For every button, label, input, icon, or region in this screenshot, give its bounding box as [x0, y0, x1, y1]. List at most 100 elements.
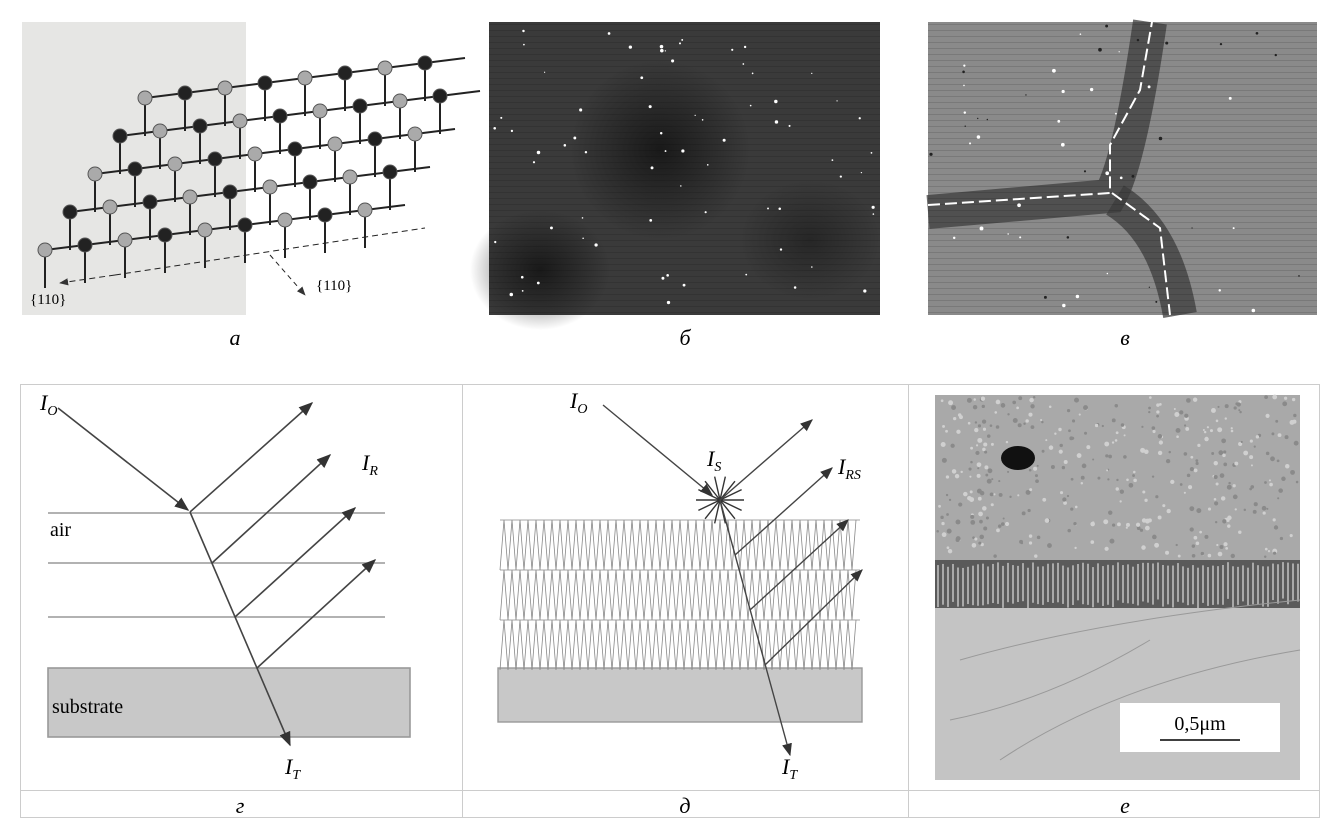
speck [550, 226, 553, 229]
column [942, 564, 944, 605]
column [1147, 563, 1149, 603]
grain [1115, 439, 1118, 442]
column [1012, 565, 1014, 604]
atom [318, 208, 332, 222]
grain [1022, 511, 1026, 515]
speck [965, 125, 966, 126]
grain [1268, 550, 1270, 552]
speck [1105, 171, 1109, 175]
grain [1071, 478, 1074, 481]
grain [1105, 547, 1109, 551]
grain [1102, 425, 1104, 427]
panel-caption: б [679, 325, 691, 350]
speck [963, 85, 965, 87]
grain [1201, 552, 1204, 555]
grain [1285, 435, 1289, 439]
speck [871, 152, 873, 154]
speck [929, 153, 932, 156]
grain [1256, 435, 1259, 438]
grain [1190, 527, 1194, 531]
grain [1219, 545, 1223, 549]
speck [523, 44, 525, 46]
speck [510, 293, 514, 297]
grain [1005, 522, 1009, 526]
speck [681, 39, 683, 41]
grain [978, 424, 981, 427]
column [1217, 566, 1219, 604]
grain [1174, 412, 1179, 417]
column [1027, 568, 1029, 609]
grain [1058, 428, 1061, 431]
grain [1003, 517, 1005, 519]
speck [1057, 120, 1060, 123]
grain [1092, 458, 1094, 460]
column [1112, 565, 1114, 607]
atom [63, 205, 77, 219]
figure: {110} {110} а б в [0, 0, 1338, 822]
grain [1277, 497, 1279, 499]
grain [983, 428, 986, 431]
column [957, 568, 959, 607]
grain [1104, 442, 1109, 447]
speck [962, 71, 965, 74]
grain [1218, 552, 1223, 557]
grain [1221, 496, 1225, 500]
atom [178, 86, 192, 100]
column [1172, 566, 1174, 608]
speck [1233, 227, 1235, 229]
grain [1018, 423, 1022, 427]
grain [1074, 547, 1076, 549]
speck [1061, 143, 1065, 147]
column [1077, 564, 1079, 600]
atom [38, 243, 52, 257]
grain [980, 491, 984, 495]
atom [278, 213, 292, 227]
grain [998, 524, 1002, 528]
column [1047, 564, 1049, 602]
beam-label: IT [284, 754, 301, 783]
grain [1062, 466, 1065, 469]
grain [1227, 519, 1230, 522]
column [962, 568, 964, 607]
column [1157, 563, 1159, 600]
column [1037, 567, 1039, 605]
speck [680, 185, 681, 186]
grain [977, 467, 979, 469]
atom [288, 142, 302, 156]
grain [1264, 481, 1267, 484]
grain [1059, 450, 1063, 454]
speck [752, 73, 754, 75]
speck [969, 142, 971, 144]
speck [1107, 273, 1108, 274]
grain [1192, 554, 1196, 558]
grain [1140, 448, 1145, 453]
speck [1076, 295, 1079, 298]
column [952, 564, 954, 602]
grain [996, 528, 1000, 532]
grain [1106, 469, 1108, 471]
grain [1174, 408, 1176, 410]
scatter-ray [720, 500, 742, 510]
grain [1208, 508, 1211, 511]
column [1142, 563, 1144, 602]
grain [1218, 450, 1223, 455]
grain [1067, 495, 1069, 497]
grain [1071, 437, 1074, 440]
panel-caption: е [1120, 793, 1130, 818]
grain [1196, 541, 1200, 545]
grain [1238, 409, 1240, 411]
grain [1243, 451, 1248, 456]
grain [1241, 441, 1243, 443]
grain [1162, 504, 1165, 507]
grain [1035, 479, 1039, 483]
speck [585, 151, 587, 153]
grain [991, 503, 994, 506]
grain [1001, 522, 1005, 526]
speck [774, 100, 777, 103]
scattering-diagram [498, 405, 862, 755]
grain [1223, 463, 1227, 467]
sem-cross-section: 0,5μm [935, 395, 1300, 780]
atom [313, 104, 327, 118]
grain [1016, 407, 1019, 410]
grain [1265, 548, 1268, 551]
